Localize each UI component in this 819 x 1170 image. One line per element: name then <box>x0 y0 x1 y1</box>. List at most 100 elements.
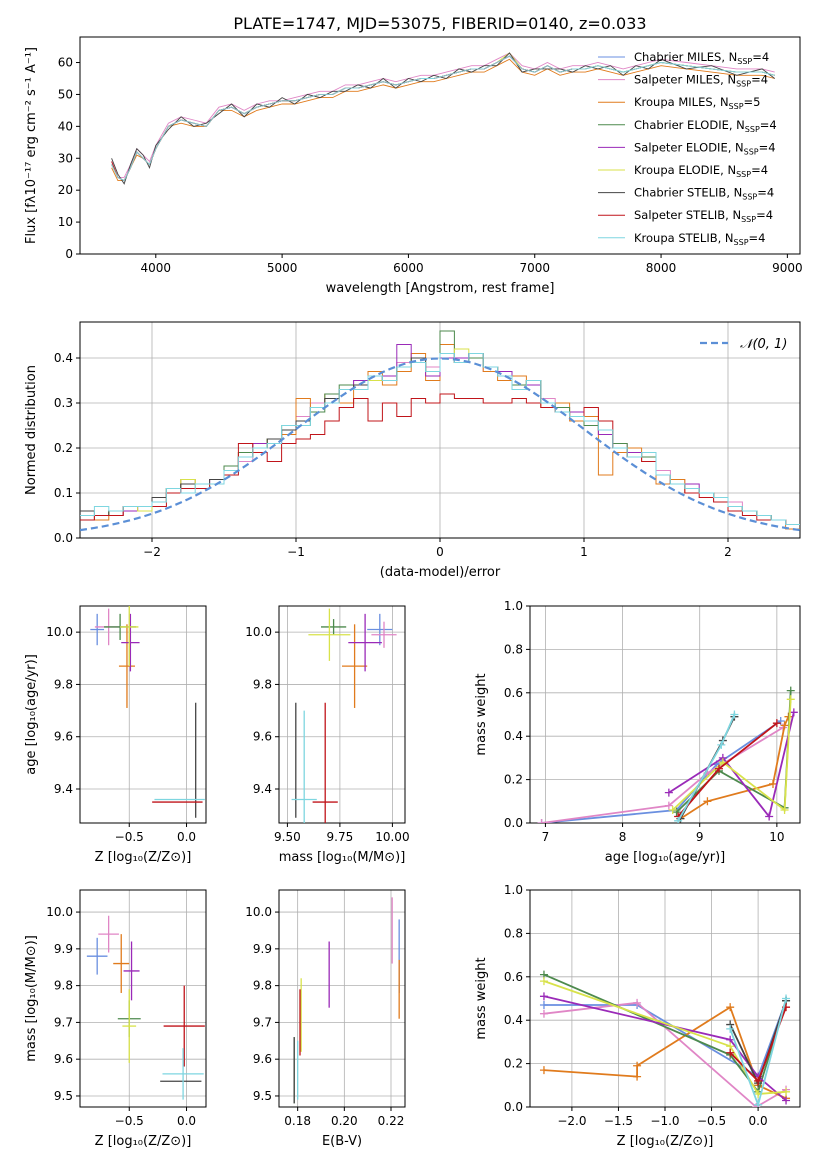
errorbar-point <box>321 619 347 635</box>
mass-vs-ebv-panel: 0.18 0.20 0.22 9.5 9.6 9.7 9.8 9.9 10.0 E(B-V) <box>245 889 406 1149</box>
spectrum-line-8 <box>111 55 573 182</box>
y-tick-label: 9.8 <box>54 677 73 691</box>
x-tick-label: −1.0 <box>650 1114 679 1128</box>
x-tick-label: 0.20 <box>331 1114 358 1128</box>
y-tick-label: 9.8 <box>253 677 272 691</box>
y-tick-label: 0.2 <box>54 441 73 455</box>
age-vs-mass-panel: 9.50 9.75 10.00 9.4 9.6 9.8 10.0 mass [log₁₀(M/… <box>245 605 410 865</box>
y-tick-label: 0.6 <box>504 686 523 700</box>
y-axis-label: mass weight <box>474 673 489 755</box>
errorbar-points <box>86 915 205 1100</box>
plus-marker <box>633 1061 642 1070</box>
axes-frame <box>79 321 801 539</box>
y-tick-label: 0.0 <box>504 816 523 830</box>
plus-marker <box>782 1087 791 1096</box>
y-tick-label: 0.2 <box>504 1057 523 1071</box>
legend-entry: Salpeter ELODIE, NSSP=4 <box>634 140 776 156</box>
errorbar-point <box>163 985 205 1067</box>
y-tick-label: 10.0 <box>245 905 272 919</box>
y-tick-label: 9.8 <box>54 979 73 993</box>
x-tick-label: 5000 <box>267 261 298 275</box>
mass-weight-line-2 <box>541 726 784 823</box>
x-tick-label: 9.75 <box>327 830 354 844</box>
figure-title: PLATE=1747, MJD=53075, FIBERID=0140, z=0… <box>233 14 646 33</box>
axes-frame <box>529 605 801 824</box>
legend-entry: Salpeter MILES, NSSP=4 <box>634 73 768 89</box>
y-tick-label: 0.3 <box>54 396 73 410</box>
x-tick-label: 9.50 <box>274 830 301 844</box>
x-tick-label: −0.5 <box>115 1114 144 1128</box>
plus-marker <box>668 805 677 814</box>
errorbar-point <box>123 941 140 1001</box>
errorbar-point <box>98 915 119 953</box>
plus-marker <box>786 695 795 704</box>
errorbar-point <box>90 613 105 646</box>
y-tick-label: 9.5 <box>253 1089 272 1103</box>
errorbar-point <box>367 613 393 646</box>
y-tick-label: 0.6 <box>504 970 523 984</box>
mass-weight-lines <box>539 970 791 1107</box>
y-tick-label: 0.4 <box>504 729 523 743</box>
plus-marker <box>717 740 726 749</box>
y-tick-label: 9.4 <box>54 782 73 796</box>
y-tick-label: 9.6 <box>253 1052 272 1066</box>
axes-frame <box>278 605 406 824</box>
mass-weight-line-5 <box>543 995 787 1102</box>
y-tick-label: 30 <box>58 151 73 165</box>
y-tick-label: 0.0 <box>54 531 73 545</box>
errorbar-point <box>342 624 368 708</box>
mass-weight-vs-age-panel: 7 8 9 10 0.0 0.2 0.4 0.6 0.8 1.0 age [log₁₀(age/yr… <box>474 599 801 865</box>
axes-frame <box>79 889 207 1108</box>
y-tick-label: 0.8 <box>504 642 523 656</box>
y-tick-label: 0.2 <box>504 773 523 787</box>
y-tick-label: 9.9 <box>54 942 73 956</box>
x-tick-label: −1.5 <box>604 1114 633 1128</box>
y-tick-label: 0.1 <box>54 486 73 500</box>
y-tick-label: 0.4 <box>54 351 73 365</box>
legend-entry: Kroupa MILES, NSSP=5 <box>634 95 760 111</box>
y-axis-label: mass weight <box>474 957 489 1039</box>
y-axis-label: Flux [fλ10⁻¹⁷ erg cm⁻² s⁻¹ A⁻¹] <box>24 47 39 244</box>
legend-entry: Chabrier STELIB, NSSP=4 <box>634 186 774 202</box>
x-axis-label: E(B-V) <box>322 1134 362 1149</box>
y-tick-label: 9.7 <box>253 1015 272 1029</box>
plus-marker <box>730 710 739 719</box>
spectrum-line-2 <box>111 52 775 178</box>
axes-frame <box>278 889 406 1108</box>
y-tick-label: 9.8 <box>253 979 272 993</box>
histogram-series-9 <box>80 353 800 525</box>
x-tick-label: 10 <box>769 830 784 844</box>
errorbar-point <box>162 1048 204 1100</box>
y-tick-label: 0 <box>65 247 73 261</box>
plus-marker <box>715 764 723 773</box>
errorbar-point <box>118 624 135 708</box>
x-tick-label: −0.5 <box>115 830 144 844</box>
mass-weight-lines <box>537 686 798 823</box>
y-tick-label: 1.0 <box>504 883 523 897</box>
errorbar-point <box>121 613 140 672</box>
mass-weight-line-5 <box>668 712 795 819</box>
plus-marker <box>537 819 546 823</box>
x-tick-label: −1 <box>287 545 305 559</box>
plus-marker <box>674 816 683 823</box>
x-axis-label: (data-model)/error <box>380 565 501 580</box>
plus-marker <box>726 1003 735 1012</box>
gaussian-curve <box>80 357 800 532</box>
x-tick-label: 4000 <box>141 261 172 275</box>
x-tick-label: 1 <box>580 545 588 559</box>
y-tick-label: 60 <box>58 56 73 70</box>
y-tick-label: 9.4 <box>253 782 272 796</box>
x-tick-label: 0.22 <box>378 1114 405 1128</box>
plus-marker <box>703 797 712 806</box>
x-tick-label: −0.5 <box>697 1114 726 1128</box>
y-tick-label: 9.9 <box>253 942 272 956</box>
x-axis-label: Z [log₁₀(Z/Z⊙)] <box>95 1134 192 1149</box>
y-tick-label: 40 <box>58 119 73 133</box>
y-axis-label: mass [log₁₀(M/M⊙)] <box>24 935 39 1062</box>
plus-marker <box>772 719 781 728</box>
x-tick-label: 9000 <box>772 261 803 275</box>
mass-vs-metallicity-panel: −0.5 0.0 9.5 9.6 9.7 9.8 9.9 10.0 Z [log₁₀(Z/Z⊙)… <box>24 889 207 1149</box>
age-vs-metallicity-panel: −0.5 0.0 9.4 9.6 9.8 10.0 Z [log₁₀(Z/Z⊙)] age [… <box>24 605 207 865</box>
y-tick-label: 9.6 <box>54 1052 73 1066</box>
errorbar-point <box>113 934 130 993</box>
